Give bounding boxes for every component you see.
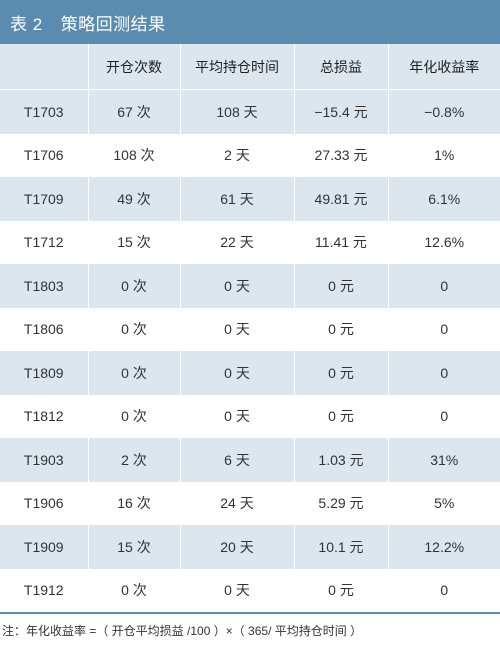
annual-return-cell: 0 — [387, 568, 500, 612]
avg-holding-time-cell: 0 天 — [179, 394, 294, 438]
header-avg-holding-time: 平均持仓时间 — [179, 44, 294, 90]
open-count-cell: 0 次 — [87, 307, 180, 351]
header-total-pnl: 总损益 — [293, 44, 388, 90]
contract-cell: T1812 — [0, 394, 88, 438]
contract-cell: T1703 — [0, 89, 88, 134]
table-row: T1712 15 次 22 天 11.41 元 12.6% — [0, 220, 500, 264]
table-row: T1906 16 次 24 天 5.29 元 5% — [0, 481, 500, 525]
total-pnl-cell: 0 元 — [293, 307, 388, 351]
contract-cell: T1912 — [0, 568, 88, 612]
total-pnl-cell: 11.41 元 — [293, 220, 388, 264]
total-pnl-cell: 0 元 — [293, 568, 388, 612]
annual-return-cell: 5% — [387, 481, 500, 525]
avg-holding-time-cell: 61 天 — [179, 177, 294, 221]
annual-return-cell: −0.8% — [387, 89, 500, 134]
total-pnl-cell: 0 元 — [293, 394, 388, 438]
total-pnl-cell: 0 元 — [293, 264, 388, 308]
avg-holding-time-cell: 0 天 — [179, 264, 294, 308]
open-count-cell: 16 次 — [87, 481, 180, 525]
total-pnl-cell: 49.81 元 — [293, 177, 388, 221]
contract-cell: T1706 — [0, 133, 88, 177]
contract-cell: T1709 — [0, 177, 88, 221]
table-footnote: 注：年化收益率 =（ 开仓平均损益 /100 ）×（ 365/ 平均持仓时间 ） — [2, 624, 363, 638]
avg-holding-time-cell: 0 天 — [179, 307, 294, 351]
table-row: T1709 49 次 61 天 49.81 元 6.1% — [0, 177, 500, 221]
annual-return-cell: 12.2% — [387, 525, 500, 569]
table-title: 策略回测结果 — [60, 14, 166, 34]
header-contract — [0, 44, 88, 90]
contract-cell: T1712 — [0, 220, 88, 264]
total-pnl-cell: 1.03 元 — [293, 438, 388, 482]
total-pnl-cell: 5.29 元 — [293, 481, 388, 525]
contract-cell: T1909 — [0, 525, 88, 569]
avg-holding-time-cell: 0 天 — [179, 351, 294, 395]
table-bottom-rule — [0, 612, 500, 614]
open-count-cell: 49 次 — [87, 177, 180, 221]
avg-holding-time-cell: 0 天 — [179, 568, 294, 612]
avg-holding-time-cell: 20 天 — [179, 525, 294, 569]
avg-holding-time-cell: 6 天 — [179, 438, 294, 482]
backtest-results-table: 开仓次数 平均持仓时间 总损益 年化收益率 T1703 67 次 108 天 −15.… — [0, 44, 500, 612]
contract-cell: T1809 — [0, 351, 88, 395]
annual-return-cell: 0 — [387, 394, 500, 438]
open-count-cell: 15 次 — [87, 220, 180, 264]
total-pnl-cell: 27.33 元 — [293, 133, 388, 177]
table-row: T1909 15 次 20 天 10.1 元 12.2% — [0, 525, 500, 569]
header-open-count: 开仓次数 — [87, 44, 180, 90]
table-header-row: 开仓次数 平均持仓时间 总损益 年化收益率 — [0, 44, 500, 90]
annual-return-cell: 0 — [387, 307, 500, 351]
total-pnl-cell: −15.4 元 — [293, 89, 388, 134]
avg-holding-time-cell: 108 天 — [179, 89, 294, 134]
table-row: T1703 67 次 108 天 −15.4 元 −0.8% — [0, 89, 500, 134]
annual-return-cell: 0 — [387, 351, 500, 395]
open-count-cell: 0 次 — [87, 568, 180, 612]
total-pnl-cell: 0 元 — [293, 351, 388, 395]
header-annual-return: 年化收益率 — [387, 44, 500, 90]
open-count-cell: 108 次 — [87, 133, 180, 177]
annual-return-cell: 12.6% — [387, 220, 500, 264]
contract-cell: T1806 — [0, 307, 88, 351]
open-count-cell: 15 次 — [87, 525, 180, 569]
open-count-cell: 2 次 — [87, 438, 180, 482]
open-count-cell: 0 次 — [87, 394, 180, 438]
open-count-cell: 0 次 — [87, 264, 180, 308]
annual-return-cell: 31% — [387, 438, 500, 482]
open-count-cell: 0 次 — [87, 351, 180, 395]
table-number: 表 2 — [10, 14, 43, 34]
avg-holding-time-cell: 2 天 — [179, 133, 294, 177]
annual-return-cell: 6.1% — [387, 177, 500, 221]
contract-cell: T1906 — [0, 481, 88, 525]
table-title-bar: 表 2 策略回测结果 — [0, 0, 500, 44]
annual-return-cell: 0 — [387, 264, 500, 308]
avg-holding-time-cell: 24 天 — [179, 481, 294, 525]
open-count-cell: 67 次 — [87, 89, 180, 134]
total-pnl-cell: 10.1 元 — [293, 525, 388, 569]
contract-cell: T1903 — [0, 438, 88, 482]
avg-holding-time-cell: 22 天 — [179, 220, 294, 264]
contract-cell: T1803 — [0, 264, 88, 308]
annual-return-cell: 1% — [387, 133, 500, 177]
